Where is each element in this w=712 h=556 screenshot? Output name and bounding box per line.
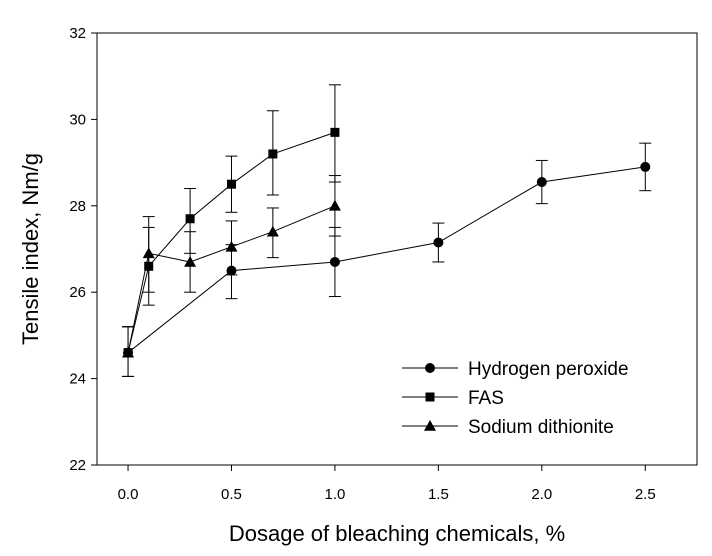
- x-tick-label: 0.0: [118, 486, 139, 503]
- legend-item: Sodium dithionite: [402, 417, 614, 438]
- series-line: [127, 205, 336, 353]
- data-point: [266, 225, 279, 237]
- data-point: [433, 237, 444, 248]
- data-point: [536, 177, 547, 188]
- data-point: [329, 256, 340, 267]
- y-tick-label: 22: [69, 457, 86, 474]
- x-tick-label: 2.0: [531, 486, 552, 503]
- x-tick-label: 1.0: [325, 486, 346, 503]
- y-tick-label: 28: [69, 198, 86, 215]
- plot-area: [96, 32, 698, 466]
- data-point: [226, 179, 236, 189]
- data-point: [225, 240, 238, 252]
- legend-marker: [425, 392, 435, 402]
- x-axis: 0.0 0.5 1.0 1.5 2.0 2.5: [118, 465, 656, 503]
- y-axis-title: Tensile index, Nm/g: [18, 153, 43, 345]
- legend: Hydrogen peroxide FAS Sodium dithionite: [402, 359, 629, 438]
- legend-item: Hydrogen peroxide: [402, 359, 629, 380]
- y-tick-label: 30: [69, 111, 86, 128]
- series-triangle: [122, 175, 341, 377]
- data-point: [328, 199, 341, 211]
- y-tick-label: 32: [69, 25, 86, 42]
- data-point: [640, 161, 651, 172]
- data-point: [330, 127, 340, 137]
- x-tick-label: 2.5: [635, 486, 656, 503]
- legend-label: FAS: [468, 388, 504, 409]
- series-layer: [122, 84, 652, 377]
- series-circle: [122, 142, 652, 377]
- y-tick-label: 24: [69, 371, 86, 388]
- legend-marker: [424, 420, 436, 431]
- data-point: [184, 255, 197, 267]
- data-point: [185, 214, 195, 224]
- legend-item: FAS: [402, 388, 504, 409]
- series-line: [127, 131, 336, 353]
- x-tick-label: 0.5: [221, 486, 242, 503]
- legend-marker: [425, 363, 435, 373]
- data-point: [142, 247, 155, 259]
- data-point: [122, 346, 135, 358]
- x-tick-label: 1.5: [428, 486, 449, 503]
- data-point: [268, 149, 278, 159]
- series-line: [127, 166, 646, 354]
- legend-label: Hydrogen peroxide: [468, 359, 629, 380]
- legend-label: Sodium dithionite: [468, 417, 614, 438]
- plot-frame: [96, 32, 698, 466]
- y-tick-label: 26: [69, 284, 86, 301]
- x-axis-title: Dosage of bleaching chemicals, %: [229, 521, 565, 546]
- y-axis: 22 24 26 28 30 32: [69, 25, 97, 474]
